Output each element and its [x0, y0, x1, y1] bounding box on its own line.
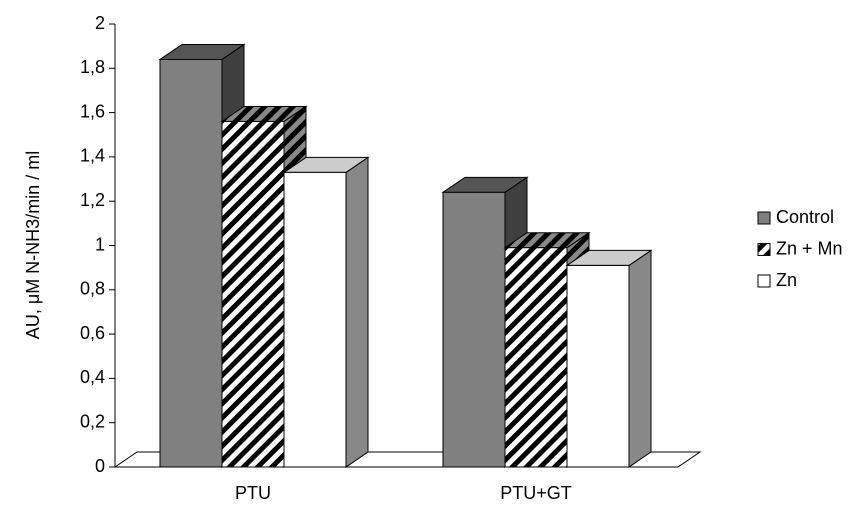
y-tick-label: 1,4	[80, 146, 105, 166]
legend-swatch	[757, 274, 771, 288]
legend-label: Control	[776, 207, 834, 227]
bar-side	[345, 156, 369, 468]
bar	[442, 191, 506, 468]
y-tick-label: 0,6	[80, 323, 105, 343]
y-tick-label: 1,6	[80, 101, 105, 121]
legend-swatch	[757, 211, 771, 225]
bar	[159, 58, 223, 468]
y-tick-label: 0	[95, 456, 105, 476]
bar	[221, 120, 285, 468]
y-axis-label: AU, μM N-NH3/min / ml	[23, 151, 43, 339]
y-tick-label: 2	[95, 13, 105, 33]
y-tick-label: 0,4	[80, 367, 105, 387]
x-tick-label: PTU+GT	[500, 483, 572, 503]
y-tick-label: 1,2	[80, 190, 105, 210]
x-tick-label: PTU	[235, 483, 271, 503]
legend-swatch	[757, 243, 771, 256]
legend-label: Zn + Mn	[776, 238, 843, 258]
bar-side	[628, 249, 652, 468]
legend-label: Zn	[776, 270, 797, 290]
y-tick-label: 1	[95, 234, 105, 254]
bar	[283, 171, 347, 468]
y-tick-label: 1,8	[80, 57, 105, 77]
bar	[504, 247, 568, 468]
bar	[566, 264, 630, 468]
y-tick-label: 0,8	[80, 279, 105, 299]
y-tick-label: 0,2	[80, 411, 105, 431]
